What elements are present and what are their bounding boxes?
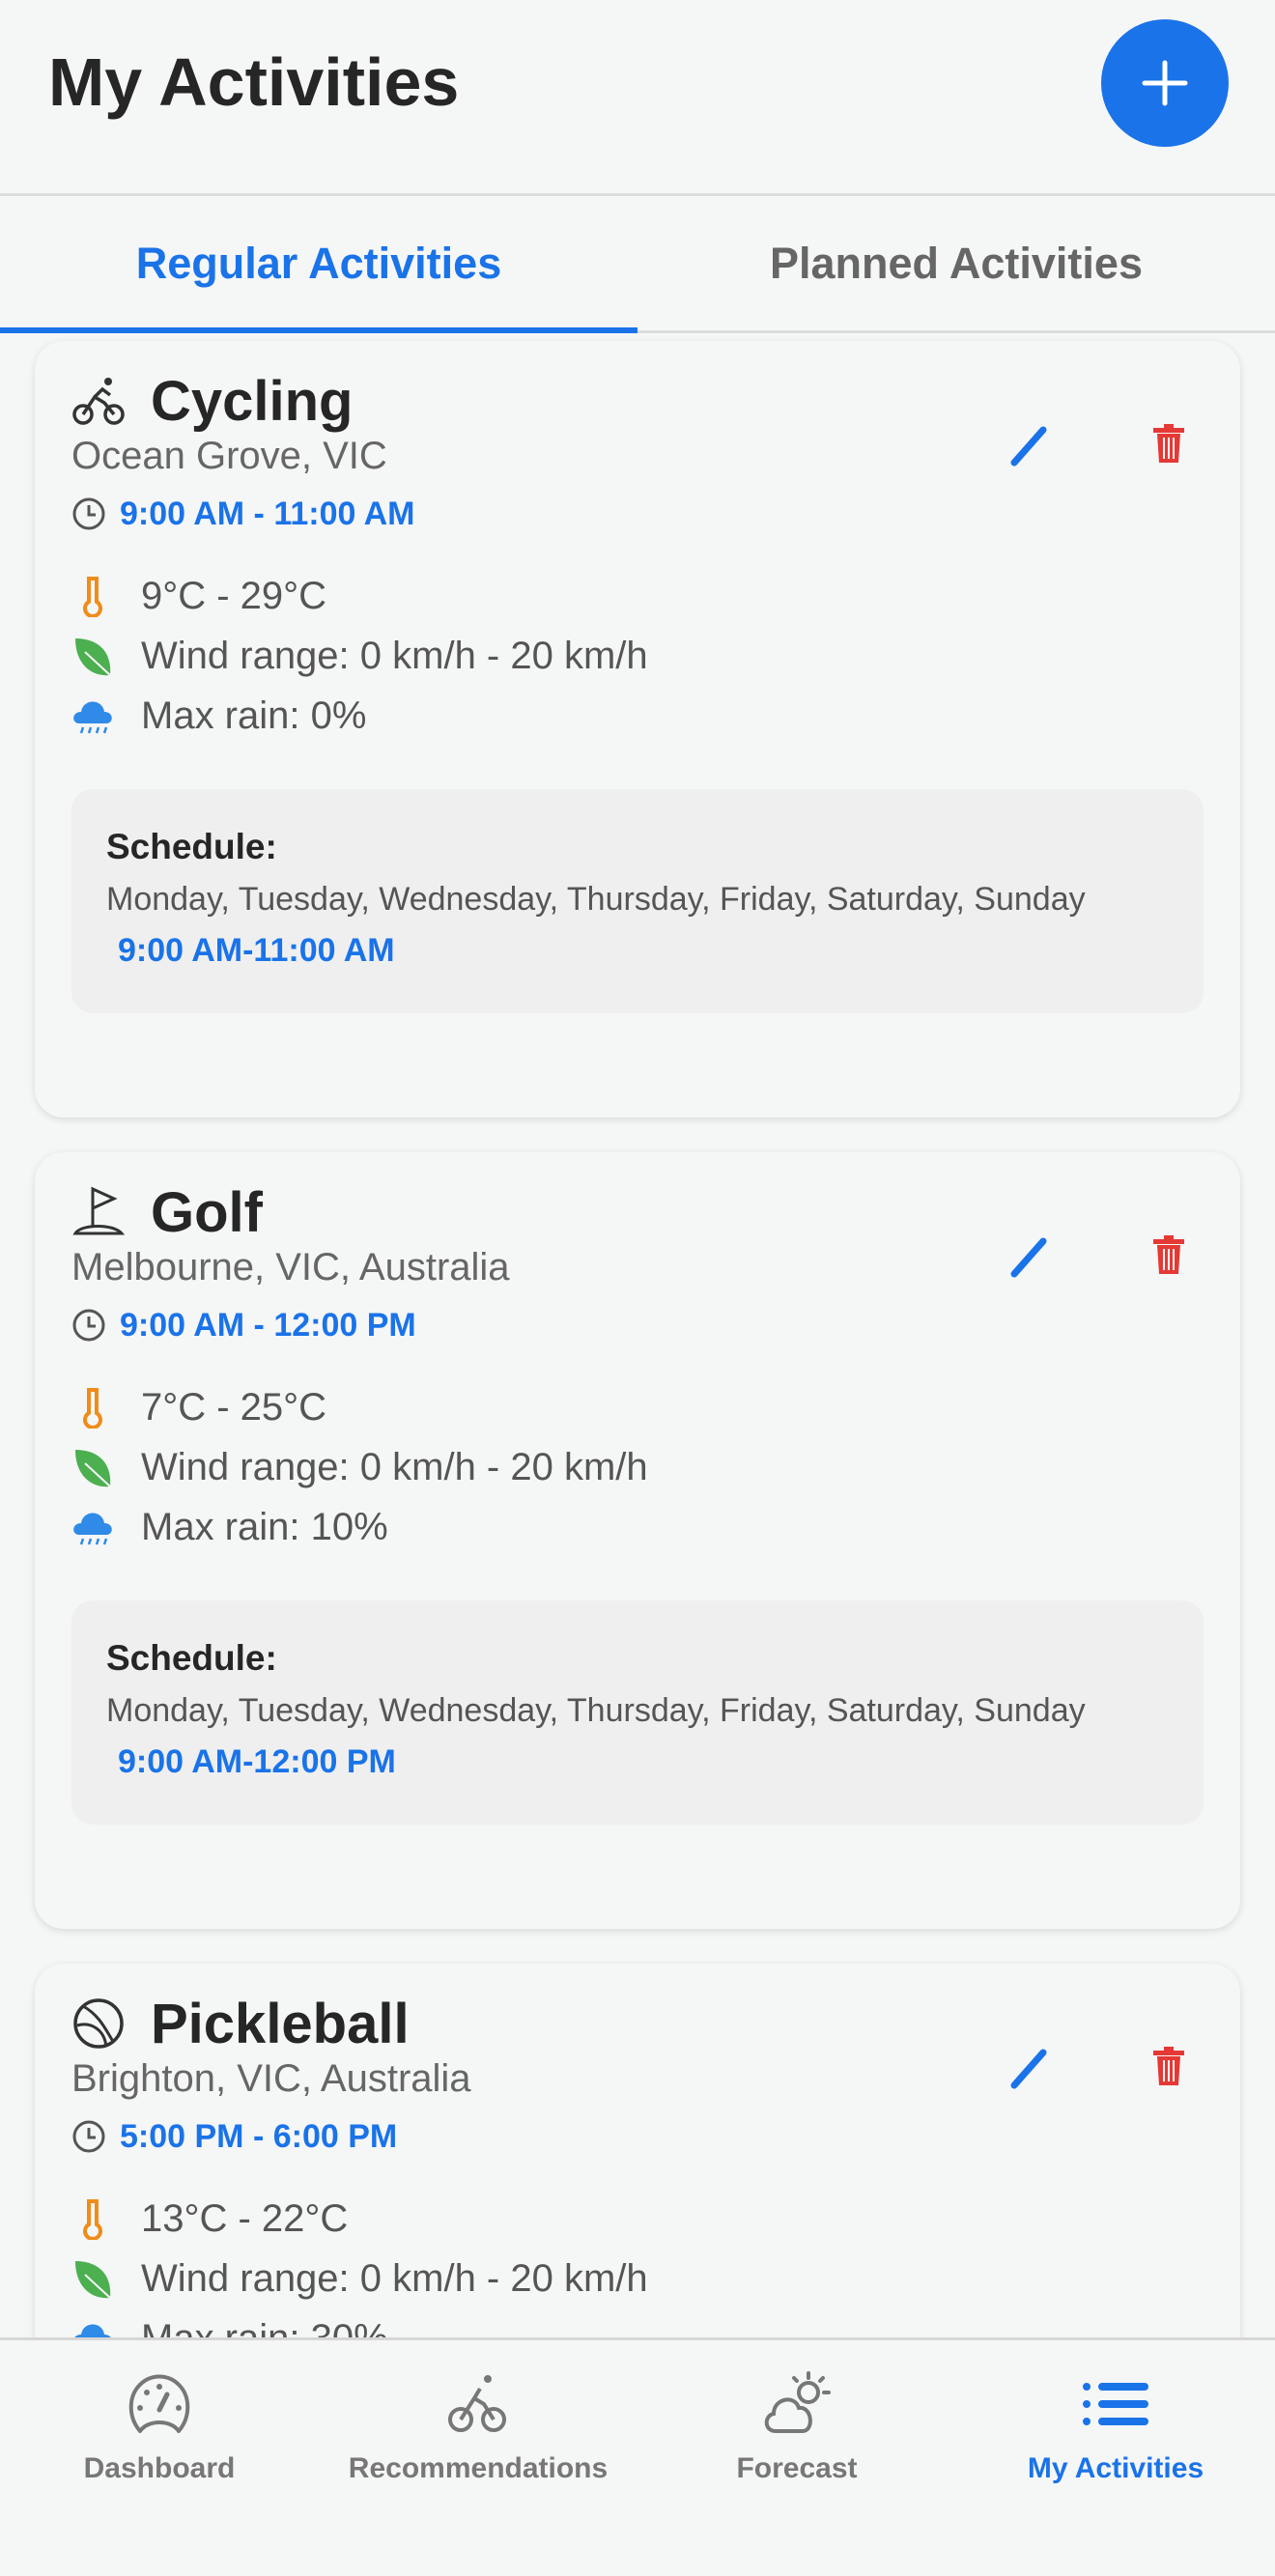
time-text: 9:00 AM - 11:00 AM xyxy=(120,495,415,532)
activity-location: Melbourne, VIC, Australia xyxy=(71,1246,510,1288)
schedule-label: Schedule: xyxy=(106,1638,277,1678)
activity-card: Cycling Ocean Grove, VIC 9:00 AM - 11:00 A… xyxy=(35,341,1240,1118)
bottom-nav: Dashboard Recommendations Forecast My Ac… xyxy=(0,2337,1275,2576)
delete-button[interactable] xyxy=(1140,1228,1198,1286)
tab-regular-activities[interactable]: Regular Activities xyxy=(0,196,638,333)
pencil-icon xyxy=(1010,426,1047,467)
pencil-icon xyxy=(1010,2049,1047,2089)
nav-forecast[interactable]: Forecast xyxy=(638,2340,956,2576)
nav-label: Forecast xyxy=(736,2452,858,2484)
temperature-row: 7°C - 25°C xyxy=(71,1377,1204,1437)
nav-label: My Activities xyxy=(1027,2452,1204,2484)
schedule-time: 9:00 AM-11:00 AM xyxy=(118,932,395,969)
rain-text: Max rain: 10% xyxy=(141,1505,388,1548)
leaf-icon xyxy=(75,2261,111,2299)
activity-card: Pickleball Brighton, VIC, Australia 5:00 P… xyxy=(35,1964,1240,2388)
temperature-row: 13°C - 22°C xyxy=(71,2189,1204,2249)
clock-icon xyxy=(72,2120,105,2153)
nav-dashboard[interactable]: Dashboard xyxy=(0,2340,319,2576)
header: My Activities xyxy=(0,0,1275,196)
cloud-sun-icon xyxy=(764,2371,831,2433)
activity-location: Ocean Grove, VIC xyxy=(71,435,387,477)
rain-row: Max rain: 10% xyxy=(71,1497,1204,1557)
wind-text: Wind range: 0 km/h - 20 km/h xyxy=(141,1445,648,1488)
thermometer-icon xyxy=(83,2199,102,2240)
wind-row: Wind range: 0 km/h - 20 km/h xyxy=(71,2249,1204,2308)
delete-button[interactable] xyxy=(1140,2039,1198,2097)
speedometer-icon xyxy=(128,2374,190,2433)
wind-row: Wind range: 0 km/h - 20 km/h xyxy=(71,1437,1204,1497)
wind-text: Wind range: 0 km/h - 20 km/h xyxy=(141,2256,648,2300)
temperature-text: 13°C - 22°C xyxy=(141,2196,349,2240)
trash-icon xyxy=(1153,2047,1184,2085)
edit-button[interactable] xyxy=(1001,1228,1059,1286)
plus-icon xyxy=(1142,60,1188,106)
temperature-row: 9°C - 29°C xyxy=(71,566,1204,626)
activity-list[interactable]: Cycling Ocean Grove, VIC 9:00 AM - 11:00 A… xyxy=(0,336,1275,2388)
activity-name: Pickleball xyxy=(151,1992,410,2055)
add-activity-button[interactable] xyxy=(1101,19,1229,147)
trash-icon xyxy=(1153,1235,1184,1274)
clock-icon xyxy=(72,497,105,530)
rain-icon xyxy=(73,701,112,734)
nav-label: Recommendations xyxy=(348,2452,609,2484)
tab-planned-activities[interactable]: Planned Activities xyxy=(770,238,1143,288)
activity-name: Cycling xyxy=(151,369,354,433)
wind-row: Wind range: 0 km/h - 20 km/h xyxy=(71,626,1204,686)
tab-bar: Regular Activities Planned Activities xyxy=(0,196,1275,333)
pencil-icon xyxy=(1010,1237,1047,1278)
thermometer-icon xyxy=(83,577,102,617)
leaf-icon xyxy=(75,638,111,676)
rain-text: Max rain: 0% xyxy=(141,694,367,737)
time-text: 5:00 PM - 6:00 PM xyxy=(120,2117,398,2155)
activity-time: 9:00 AM - 12:00 PM xyxy=(71,1304,1204,1346)
wind-text: Wind range: 0 km/h - 20 km/h xyxy=(141,634,648,677)
list-icon xyxy=(1083,2383,1148,2425)
activity-location: Brighton, VIC, Australia xyxy=(71,2057,471,2100)
page-title: My Activities xyxy=(48,44,460,120)
leaf-icon xyxy=(75,1450,111,1487)
activity-time: 5:00 PM - 6:00 PM xyxy=(71,2115,1204,2158)
activity-name: Golf xyxy=(151,1180,263,1244)
activity-card: Golf Melbourne, VIC, Australia 9:00 AM - 1… xyxy=(35,1152,1240,1929)
rain-row: Max rain: 0% xyxy=(71,686,1204,746)
schedule-box: Schedule: Monday, Tuesday, Wednesday, Thu… xyxy=(71,1600,1204,1825)
time-text: 9:00 AM - 12:00 PM xyxy=(120,1306,416,1344)
schedule-box: Schedule: Monday, Tuesday, Wednesday, Thu… xyxy=(71,789,1204,1013)
nav-label: Dashboard xyxy=(83,2452,236,2484)
temperature-text: 7°C - 25°C xyxy=(141,1385,327,1429)
thermometer-icon xyxy=(83,1388,102,1429)
trash-icon xyxy=(1153,424,1184,463)
delete-button[interactable] xyxy=(1140,416,1198,474)
schedule-time: 9:00 AM-12:00 PM xyxy=(118,1743,396,1780)
golf-flag-icon xyxy=(72,1186,126,1235)
temperature-text: 9°C - 29°C xyxy=(141,574,327,617)
schedule-days: Monday, Tuesday, Wednesday, Thursday, Fr… xyxy=(106,881,1086,918)
schedule-days: Monday, Tuesday, Wednesday, Thursday, Fr… xyxy=(106,1692,1086,1729)
bicycle-icon xyxy=(448,2375,506,2432)
activity-time: 9:00 AM - 11:00 AM xyxy=(71,493,1204,535)
edit-button[interactable] xyxy=(1001,416,1059,474)
nav-recommendations[interactable]: Recommendations xyxy=(319,2340,638,2576)
edit-button[interactable] xyxy=(1001,2039,1059,2097)
rain-icon xyxy=(73,1513,112,1545)
ball-icon xyxy=(73,1998,124,2049)
clock-icon xyxy=(72,1309,105,1342)
schedule-label: Schedule: xyxy=(106,827,277,866)
nav-my-activities[interactable]: My Activities xyxy=(956,2340,1275,2576)
bicycle-icon xyxy=(72,378,125,425)
